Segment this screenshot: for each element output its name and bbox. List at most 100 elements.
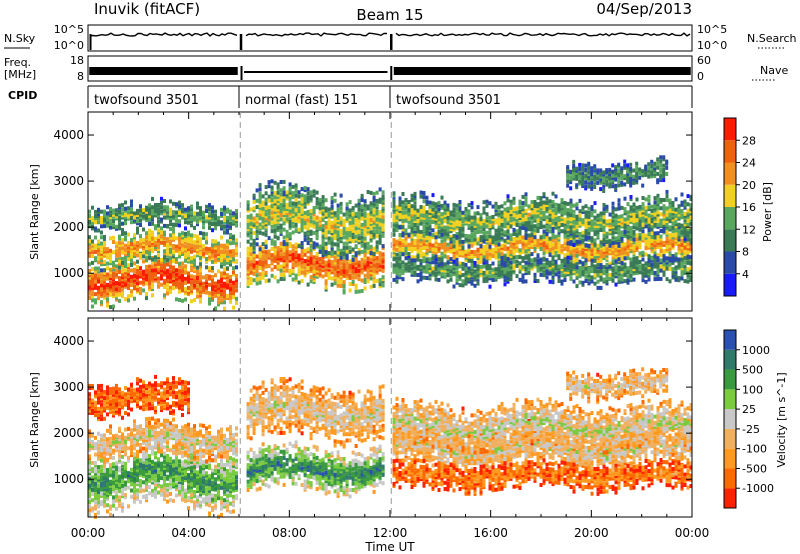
heatmap-cell [303,196,307,201]
heatmap-cell [333,258,337,263]
heatmap-cell [306,195,310,200]
heatmap-cell [124,247,127,252]
heatmap-cell [407,233,411,238]
heatmap-cell [551,274,555,278]
heatmap-cell [202,225,205,230]
heatmap-cell [163,230,166,235]
heatmap-cell [91,245,94,250]
heatmap-cell [148,237,151,242]
heatmap-cell [521,239,525,244]
heatmap-cell [330,220,334,225]
heatmap-cell [363,253,367,258]
heatmap-cell [235,288,238,293]
heatmap-cell [354,263,358,267]
heatmap-cell [226,279,229,284]
heatmap-cell [100,245,103,250]
heatmap-cell [97,292,100,297]
heatmap-cell [345,261,349,266]
heatmap-cell [258,183,262,188]
heatmap-cell [593,258,597,263]
heatmap-cell [644,244,648,249]
heatmap-cell [458,244,462,249]
heatmap-cell [689,242,693,247]
heatmap-cell [506,267,510,272]
heatmap-cell [315,272,319,277]
heatmap-cell [449,265,453,270]
heatmap-cell [333,211,337,216]
heatmap-cell [620,273,624,278]
heatmap-cell [360,278,364,283]
heatmap-cell [599,269,603,274]
heatmap-cell [127,255,130,260]
heatmap-cell [518,205,522,210]
heatmap-cell [372,252,376,256]
heatmap-cell [255,217,259,222]
heatmap-cell [632,267,636,272]
heatmap-cell [145,256,148,261]
heatmap-cell [527,264,531,269]
heatmap-cell [596,269,600,274]
heatmap-cell [163,251,166,256]
heatmap-cell [599,258,603,263]
heatmap-cell [416,221,420,226]
heatmap-cell [416,245,420,250]
heatmap-cell [103,224,106,229]
heatmap-cell [246,225,250,230]
heatmap-cell [419,267,423,272]
heatmap-cell [330,227,334,232]
heatmap-cell [339,206,343,211]
heatmap-cell [166,215,169,220]
heatmap-cell [521,243,525,248]
heatmap-cell [318,220,322,225]
heatmap-cell [485,255,489,260]
heatmap-cell [506,256,510,261]
heatmap-cell [473,217,477,222]
heatmap-cell [404,266,408,271]
heatmap-cell [656,234,660,239]
heatmap-cell [181,280,184,285]
heatmap-cell [184,238,187,243]
heatmap-cell [357,277,361,282]
heatmap-cell [482,270,486,275]
heatmap-cell [650,235,654,239]
heatmap-cell [196,271,199,276]
heatmap-cell [109,274,112,278]
heatmap-cell [333,281,337,286]
heatmap-cell [246,269,250,274]
heatmap-cell [208,203,211,208]
heatmap-cell [626,243,630,248]
heatmap-cell [136,215,139,220]
heatmap-cell [103,268,106,273]
heatmap-cell [133,219,136,224]
heatmap-cell [551,200,555,204]
heatmap-cell [88,269,91,273]
heatmap-cell [410,210,414,215]
heatmap-cell [264,214,268,219]
heatmap-cell [375,205,379,210]
heatmap-cell [124,280,127,285]
heatmap-cell [246,259,250,264]
heatmap-cell [217,252,220,256]
heatmap-cell [566,272,570,277]
heatmap-cell [440,241,444,246]
heatmap-cell [178,269,181,273]
heatmap-cell [330,204,334,209]
heatmap-cell [378,240,382,245]
heatmap-cell [97,275,100,280]
heatmap-cell [593,265,597,270]
heatmap-cell [494,241,498,245]
heatmap-cell [211,205,214,210]
heatmap-cell [539,260,543,265]
heatmap-cell [521,215,525,220]
heatmap-cell [369,201,373,206]
heatmap-cell [321,255,325,260]
heatmap-cell [175,278,178,283]
heatmap-cell [536,218,540,223]
heatmap-cell [491,219,495,224]
heatmap-cell [392,220,396,225]
heatmap-cell [674,231,678,236]
heatmap-cell [413,247,417,252]
heatmap-cell [656,277,660,281]
heatmap-cell [497,252,501,257]
heatmap-cell [458,253,462,258]
